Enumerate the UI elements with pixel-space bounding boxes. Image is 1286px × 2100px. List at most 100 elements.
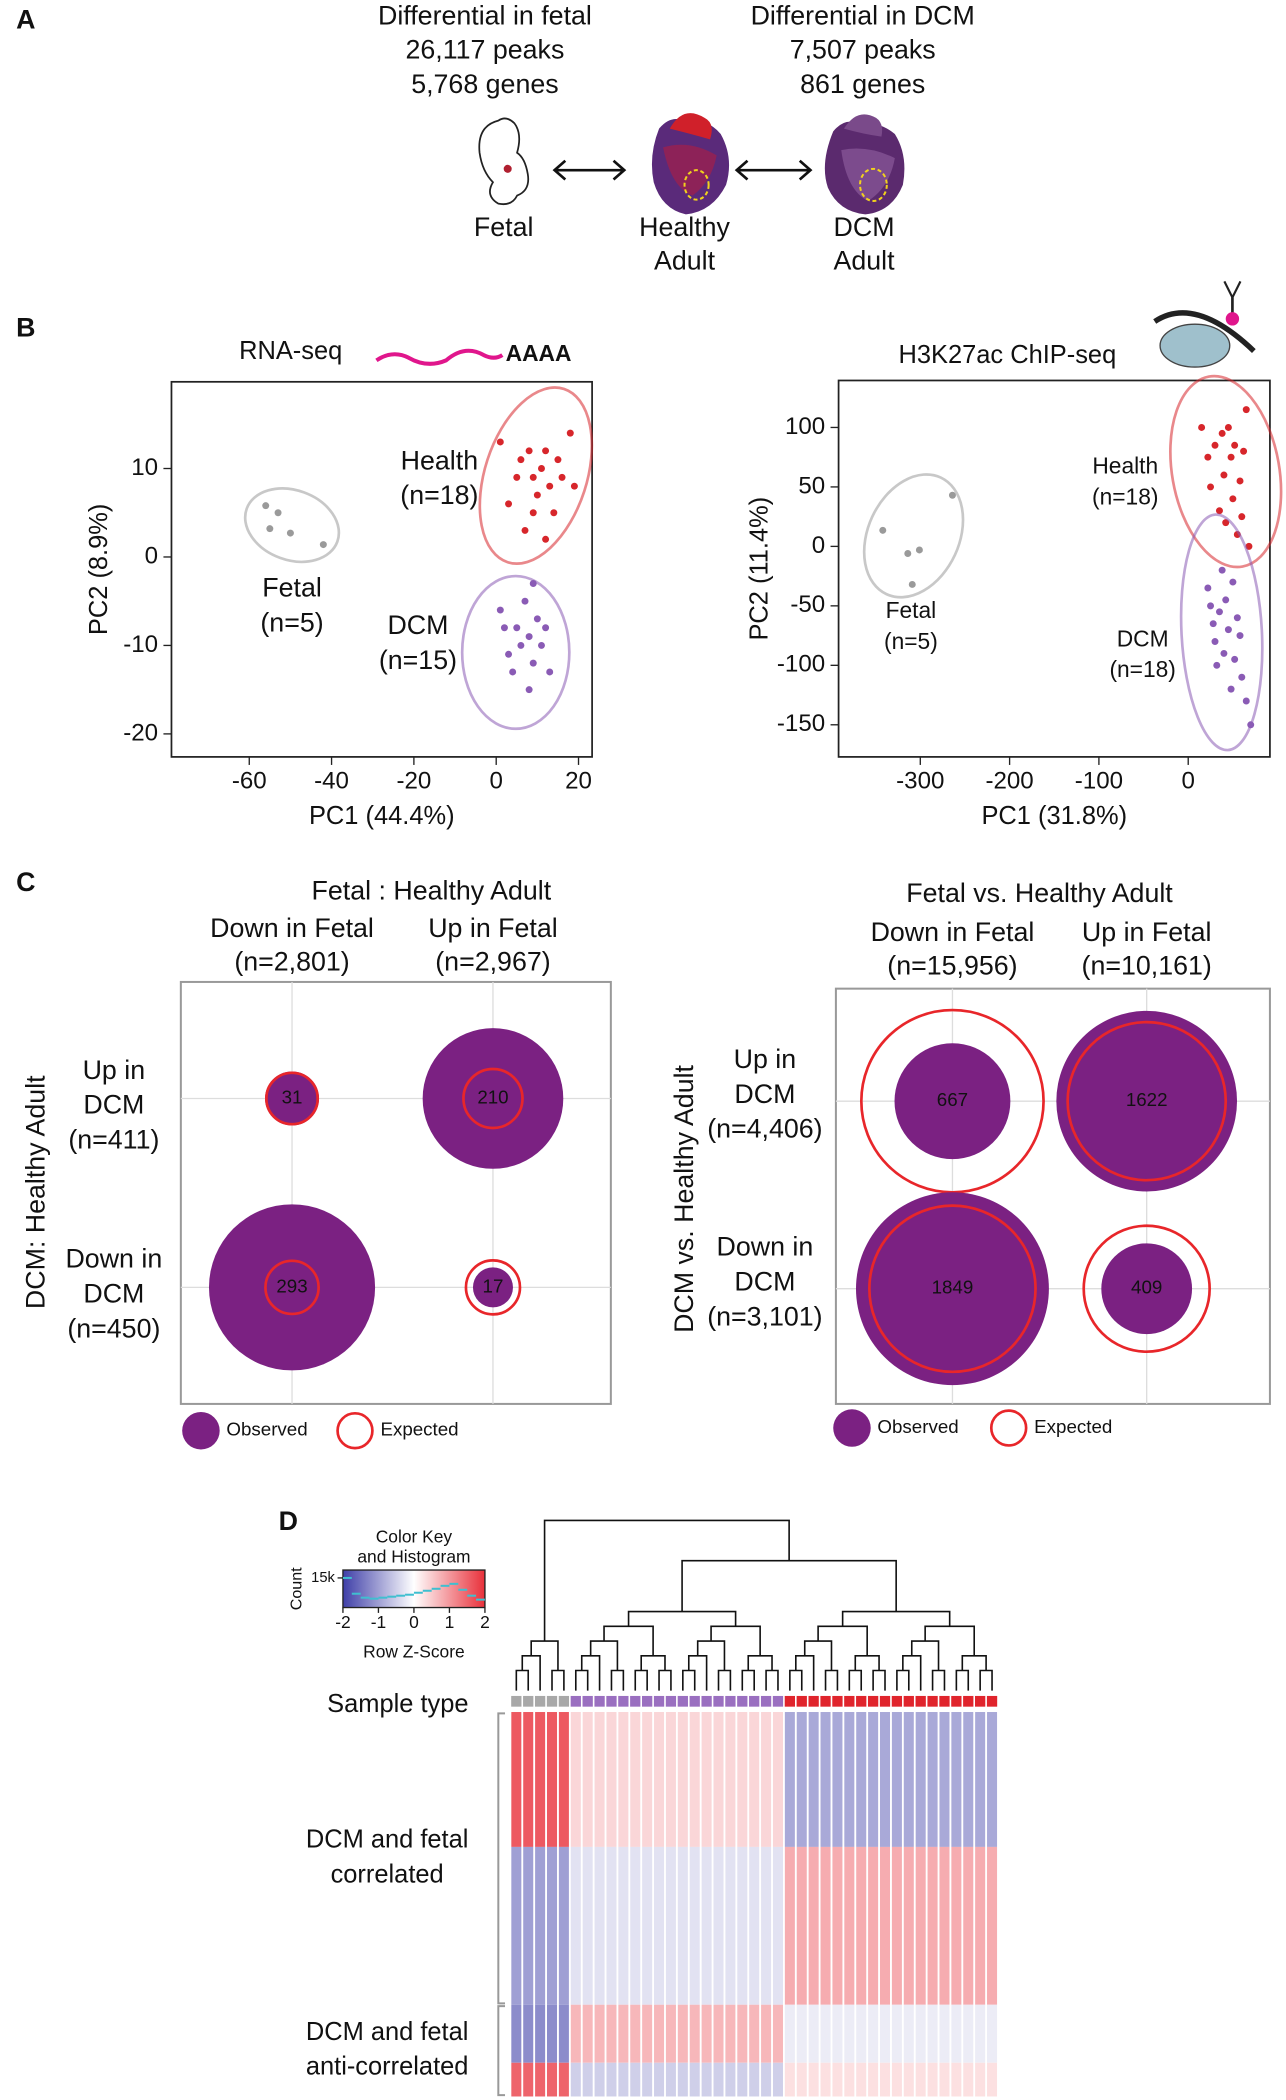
bubble-value: 1622 [1126, 1089, 1168, 1110]
point [525, 447, 533, 455]
row-group-label: correlated [331, 1861, 444, 1889]
heat-cell [963, 1712, 974, 1847]
heat-cell [844, 1846, 855, 2005]
point [529, 580, 537, 587]
heat-cell [642, 1846, 653, 2005]
row-label: DCM [734, 1266, 795, 1296]
point [1220, 471, 1228, 479]
heat-cell [772, 1712, 783, 1847]
heat-cell [796, 1712, 807, 1847]
sample-type-cell [689, 1695, 700, 1707]
y-tick-label: 0 [145, 542, 158, 569]
stage-label: DCM [834, 212, 895, 242]
column-label: Up in Fetal [428, 913, 558, 943]
heat-cell [915, 1846, 926, 2005]
heat-cell [523, 2062, 534, 2097]
heat-cell [868, 1712, 879, 1847]
row-label: Up in [83, 1055, 146, 1085]
sample-type-cell [546, 1695, 558, 1707]
heat-cell [558, 2062, 569, 2097]
point [1233, 614, 1241, 622]
key-tick-label: -1 [371, 1612, 386, 1632]
point [262, 502, 270, 510]
sample-type-cell [844, 1695, 855, 1707]
point [570, 482, 578, 490]
dendrogram-branch [841, 1610, 951, 1627]
heat-cell [891, 1846, 902, 2005]
observed-bubble [472, 1267, 513, 1308]
heat-cell [891, 2004, 902, 2063]
dendrogram-branch [741, 1669, 755, 1691]
heat-cell [879, 1846, 891, 2005]
stage-label: Fetal [474, 212, 534, 242]
group-label: Health [1092, 453, 1158, 479]
x-tick-label: -40 [314, 768, 349, 795]
observed-bubble [265, 1071, 320, 1126]
group-ellipse [1169, 374, 1283, 569]
heat-cell [737, 1712, 748, 1847]
heat-cell [951, 1712, 962, 1847]
dendrogram-branch [824, 1669, 839, 1691]
point [286, 529, 294, 537]
group-label: Health [401, 445, 478, 475]
y-tick-label: 100 [785, 413, 825, 440]
point [1222, 519, 1230, 527]
heat-cell [951, 2062, 962, 2097]
heat-cell [749, 2062, 760, 2097]
heat-cell [523, 2004, 534, 2063]
group-count: (n=5) [260, 607, 323, 637]
heat-cell [713, 1846, 724, 2005]
dendrogram-branch [747, 1654, 773, 1671]
x-tick-label: -300 [896, 768, 944, 795]
y-tick-label: -100 [777, 651, 825, 678]
heat-cell [927, 2062, 938, 2097]
heat-cell [606, 1712, 617, 1847]
heat-cell [689, 1712, 700, 1847]
sample-type-cell [772, 1695, 784, 1707]
heat-cell [713, 2004, 724, 2063]
heat-cell [582, 1712, 593, 1847]
chart-title: H3K27ac ChIP-seq [898, 341, 1116, 369]
point [1204, 584, 1212, 592]
sample-type-cell [701, 1695, 712, 1707]
point [529, 509, 537, 517]
key-x-label: Row Z-Score [363, 1642, 465, 1662]
heat-cell [891, 2062, 902, 2097]
bubble-value: 31 [282, 1086, 303, 1107]
dendrogram-branch [543, 1519, 790, 1642]
heat-cell [546, 2062, 558, 2097]
heat-cell [808, 1712, 819, 1847]
heat-cell [879, 2004, 891, 2063]
panel-label: D [279, 1506, 298, 1536]
heat-cell [594, 2004, 605, 2063]
legend-swatch [182, 1411, 220, 1450]
heat-cell [784, 1712, 795, 1847]
row-group-label: DCM and fetal [306, 2018, 469, 2046]
heat-cell [606, 1846, 617, 2005]
dendrogram-branch [955, 1669, 970, 1691]
x-tick-label: 0 [1181, 768, 1194, 795]
heat-cell [832, 1712, 843, 1847]
row-label: Up in [734, 1044, 797, 1074]
heat-cell [701, 1712, 712, 1847]
row-bracket [497, 1712, 506, 2005]
point [904, 550, 912, 558]
sample-type-cell [594, 1695, 605, 1707]
dendrogram-branch [681, 1559, 897, 1612]
column-count: (n=10,161) [1082, 950, 1212, 980]
heat-cell [523, 1712, 534, 1847]
heat-cell [630, 1712, 641, 1847]
heat-cell [975, 2062, 986, 2097]
chart-title: Fetal : Healthy Adult [312, 875, 552, 905]
point [546, 482, 554, 490]
heat-cell [915, 2004, 926, 2063]
heat-cell [844, 1712, 855, 1847]
heat-cell [630, 1846, 641, 2005]
point [513, 624, 521, 632]
heat-cell [856, 1846, 867, 2005]
sample-type-cell [879, 1695, 891, 1707]
point [554, 456, 562, 464]
dendrogram-branch [795, 1654, 815, 1691]
observed-bubble [422, 1028, 564, 1169]
heat-cell [903, 1712, 914, 1847]
